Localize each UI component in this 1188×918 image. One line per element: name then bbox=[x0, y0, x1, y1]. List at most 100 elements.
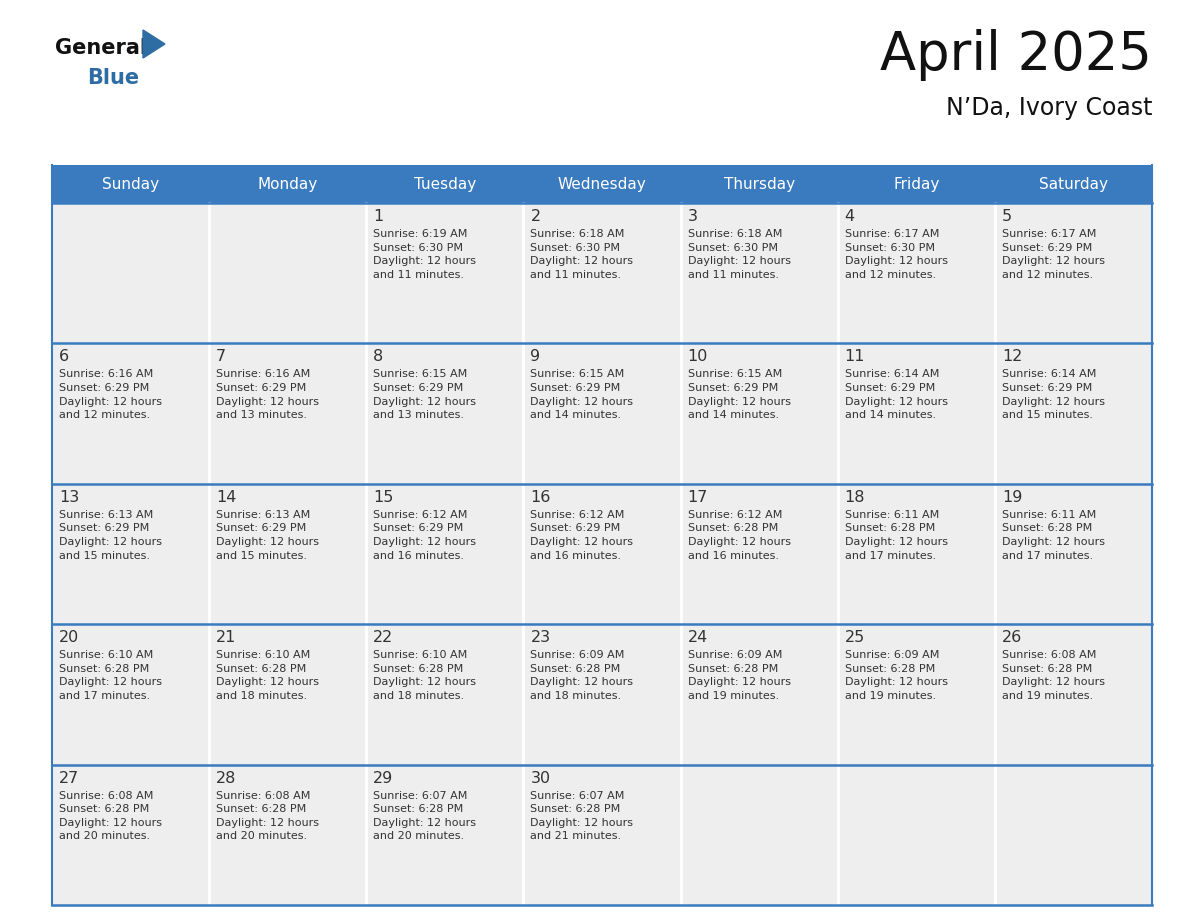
Text: 26: 26 bbox=[1001, 630, 1022, 645]
Text: 10: 10 bbox=[688, 350, 708, 364]
Text: Sunrise: 6:15 AM
Sunset: 6:29 PM
Daylight: 12 hours
and 14 minutes.: Sunrise: 6:15 AM Sunset: 6:29 PM Dayligh… bbox=[688, 369, 790, 420]
Text: Sunrise: 6:12 AM
Sunset: 6:29 PM
Daylight: 12 hours
and 16 minutes.: Sunrise: 6:12 AM Sunset: 6:29 PM Dayligh… bbox=[530, 509, 633, 561]
Text: Sunrise: 6:09 AM
Sunset: 6:28 PM
Daylight: 12 hours
and 18 minutes.: Sunrise: 6:09 AM Sunset: 6:28 PM Dayligh… bbox=[530, 650, 633, 701]
Text: 29: 29 bbox=[373, 770, 393, 786]
Text: 28: 28 bbox=[216, 770, 236, 786]
Text: Sunrise: 6:16 AM
Sunset: 6:29 PM
Daylight: 12 hours
and 12 minutes.: Sunrise: 6:16 AM Sunset: 6:29 PM Dayligh… bbox=[59, 369, 162, 420]
Text: 23: 23 bbox=[530, 630, 550, 645]
Bar bbox=[366, 484, 524, 624]
Text: Sunrise: 6:07 AM
Sunset: 6:28 PM
Daylight: 12 hours
and 21 minutes.: Sunrise: 6:07 AM Sunset: 6:28 PM Dayligh… bbox=[530, 790, 633, 842]
Text: Monday: Monday bbox=[258, 176, 318, 192]
Text: 6: 6 bbox=[59, 350, 69, 364]
Text: Sunrise: 6:08 AM
Sunset: 6:28 PM
Daylight: 12 hours
and 20 minutes.: Sunrise: 6:08 AM Sunset: 6:28 PM Dayligh… bbox=[59, 790, 162, 842]
Text: Sunrise: 6:13 AM
Sunset: 6:29 PM
Daylight: 12 hours
and 15 minutes.: Sunrise: 6:13 AM Sunset: 6:29 PM Dayligh… bbox=[216, 509, 320, 561]
Text: Sunrise: 6:18 AM
Sunset: 6:30 PM
Daylight: 12 hours
and 11 minutes.: Sunrise: 6:18 AM Sunset: 6:30 PM Dayligh… bbox=[530, 229, 633, 280]
Text: Sunrise: 6:17 AM
Sunset: 6:29 PM
Daylight: 12 hours
and 12 minutes.: Sunrise: 6:17 AM Sunset: 6:29 PM Dayligh… bbox=[1001, 229, 1105, 280]
Text: April 2025: April 2025 bbox=[880, 29, 1152, 81]
Bar bbox=[366, 165, 524, 203]
Text: Sunday: Sunday bbox=[102, 176, 159, 192]
Text: Saturday: Saturday bbox=[1040, 176, 1108, 192]
Bar bbox=[838, 165, 994, 203]
Bar bbox=[366, 624, 524, 765]
Bar bbox=[681, 484, 838, 624]
Text: Blue: Blue bbox=[87, 68, 139, 88]
Text: 16: 16 bbox=[530, 490, 551, 505]
Text: 18: 18 bbox=[845, 490, 865, 505]
Text: 8: 8 bbox=[373, 350, 384, 364]
Bar bbox=[524, 624, 681, 765]
Text: Sunrise: 6:09 AM
Sunset: 6:28 PM
Daylight: 12 hours
and 19 minutes.: Sunrise: 6:09 AM Sunset: 6:28 PM Dayligh… bbox=[688, 650, 790, 701]
Bar bbox=[681, 165, 838, 203]
Bar bbox=[209, 624, 366, 765]
Polygon shape bbox=[143, 30, 165, 58]
Text: Sunrise: 6:14 AM
Sunset: 6:29 PM
Daylight: 12 hours
and 15 minutes.: Sunrise: 6:14 AM Sunset: 6:29 PM Dayligh… bbox=[1001, 369, 1105, 420]
Bar bbox=[838, 484, 994, 624]
Bar bbox=[524, 165, 681, 203]
Text: 24: 24 bbox=[688, 630, 708, 645]
Text: Sunrise: 6:14 AM
Sunset: 6:29 PM
Daylight: 12 hours
and 14 minutes.: Sunrise: 6:14 AM Sunset: 6:29 PM Dayligh… bbox=[845, 369, 948, 420]
Bar bbox=[52, 165, 209, 203]
Bar bbox=[994, 203, 1152, 343]
Bar bbox=[524, 765, 681, 905]
Text: Wednesday: Wednesday bbox=[557, 176, 646, 192]
Bar bbox=[524, 203, 681, 343]
Bar bbox=[838, 765, 994, 905]
Bar bbox=[52, 203, 209, 343]
Bar bbox=[209, 203, 366, 343]
Bar bbox=[209, 484, 366, 624]
Text: 7: 7 bbox=[216, 350, 226, 364]
Text: 9: 9 bbox=[530, 350, 541, 364]
Bar bbox=[209, 765, 366, 905]
Bar bbox=[994, 624, 1152, 765]
Text: Sunrise: 6:10 AM
Sunset: 6:28 PM
Daylight: 12 hours
and 18 minutes.: Sunrise: 6:10 AM Sunset: 6:28 PM Dayligh… bbox=[373, 650, 476, 701]
Text: Sunrise: 6:07 AM
Sunset: 6:28 PM
Daylight: 12 hours
and 20 minutes.: Sunrise: 6:07 AM Sunset: 6:28 PM Dayligh… bbox=[373, 790, 476, 842]
Bar bbox=[524, 343, 681, 484]
Bar bbox=[681, 624, 838, 765]
Bar bbox=[366, 203, 524, 343]
Text: 4: 4 bbox=[845, 209, 855, 224]
Text: Sunrise: 6:17 AM
Sunset: 6:30 PM
Daylight: 12 hours
and 12 minutes.: Sunrise: 6:17 AM Sunset: 6:30 PM Dayligh… bbox=[845, 229, 948, 280]
Text: 22: 22 bbox=[373, 630, 393, 645]
Text: Sunrise: 6:12 AM
Sunset: 6:28 PM
Daylight: 12 hours
and 16 minutes.: Sunrise: 6:12 AM Sunset: 6:28 PM Dayligh… bbox=[688, 509, 790, 561]
Text: Sunrise: 6:18 AM
Sunset: 6:30 PM
Daylight: 12 hours
and 11 minutes.: Sunrise: 6:18 AM Sunset: 6:30 PM Dayligh… bbox=[688, 229, 790, 280]
Text: 30: 30 bbox=[530, 770, 550, 786]
Bar bbox=[52, 624, 209, 765]
Bar bbox=[524, 484, 681, 624]
Text: 20: 20 bbox=[59, 630, 80, 645]
Text: Sunrise: 6:15 AM
Sunset: 6:29 PM
Daylight: 12 hours
and 14 minutes.: Sunrise: 6:15 AM Sunset: 6:29 PM Dayligh… bbox=[530, 369, 633, 420]
Bar bbox=[366, 765, 524, 905]
Bar bbox=[681, 343, 838, 484]
Bar bbox=[994, 343, 1152, 484]
Text: 13: 13 bbox=[59, 490, 80, 505]
Text: Sunrise: 6:08 AM
Sunset: 6:28 PM
Daylight: 12 hours
and 20 minutes.: Sunrise: 6:08 AM Sunset: 6:28 PM Dayligh… bbox=[216, 790, 320, 842]
Text: 15: 15 bbox=[373, 490, 393, 505]
Bar bbox=[209, 165, 366, 203]
Text: Thursday: Thursday bbox=[723, 176, 795, 192]
Bar bbox=[681, 765, 838, 905]
Bar bbox=[994, 484, 1152, 624]
Text: 2: 2 bbox=[530, 209, 541, 224]
Text: Sunrise: 6:11 AM
Sunset: 6:28 PM
Daylight: 12 hours
and 17 minutes.: Sunrise: 6:11 AM Sunset: 6:28 PM Dayligh… bbox=[845, 509, 948, 561]
Text: 5: 5 bbox=[1001, 209, 1012, 224]
Bar bbox=[366, 343, 524, 484]
Text: Sunrise: 6:11 AM
Sunset: 6:28 PM
Daylight: 12 hours
and 17 minutes.: Sunrise: 6:11 AM Sunset: 6:28 PM Dayligh… bbox=[1001, 509, 1105, 561]
Bar bbox=[52, 765, 209, 905]
Bar bbox=[681, 203, 838, 343]
Text: Friday: Friday bbox=[893, 176, 940, 192]
Bar bbox=[838, 203, 994, 343]
Bar bbox=[994, 165, 1152, 203]
Text: 27: 27 bbox=[59, 770, 80, 786]
Text: 3: 3 bbox=[688, 209, 697, 224]
Text: Sunrise: 6:13 AM
Sunset: 6:29 PM
Daylight: 12 hours
and 15 minutes.: Sunrise: 6:13 AM Sunset: 6:29 PM Dayligh… bbox=[59, 509, 162, 561]
Text: 14: 14 bbox=[216, 490, 236, 505]
Text: Sunrise: 6:10 AM
Sunset: 6:28 PM
Daylight: 12 hours
and 18 minutes.: Sunrise: 6:10 AM Sunset: 6:28 PM Dayligh… bbox=[216, 650, 320, 701]
Text: 25: 25 bbox=[845, 630, 865, 645]
Text: Sunrise: 6:09 AM
Sunset: 6:28 PM
Daylight: 12 hours
and 19 minutes.: Sunrise: 6:09 AM Sunset: 6:28 PM Dayligh… bbox=[845, 650, 948, 701]
Text: 11: 11 bbox=[845, 350, 865, 364]
Text: Sunrise: 6:19 AM
Sunset: 6:30 PM
Daylight: 12 hours
and 11 minutes.: Sunrise: 6:19 AM Sunset: 6:30 PM Dayligh… bbox=[373, 229, 476, 280]
Text: Sunrise: 6:10 AM
Sunset: 6:28 PM
Daylight: 12 hours
and 17 minutes.: Sunrise: 6:10 AM Sunset: 6:28 PM Dayligh… bbox=[59, 650, 162, 701]
Text: 21: 21 bbox=[216, 630, 236, 645]
Text: Sunrise: 6:16 AM
Sunset: 6:29 PM
Daylight: 12 hours
and 13 minutes.: Sunrise: 6:16 AM Sunset: 6:29 PM Dayligh… bbox=[216, 369, 320, 420]
Text: Sunrise: 6:08 AM
Sunset: 6:28 PM
Daylight: 12 hours
and 19 minutes.: Sunrise: 6:08 AM Sunset: 6:28 PM Dayligh… bbox=[1001, 650, 1105, 701]
Bar bbox=[209, 343, 366, 484]
